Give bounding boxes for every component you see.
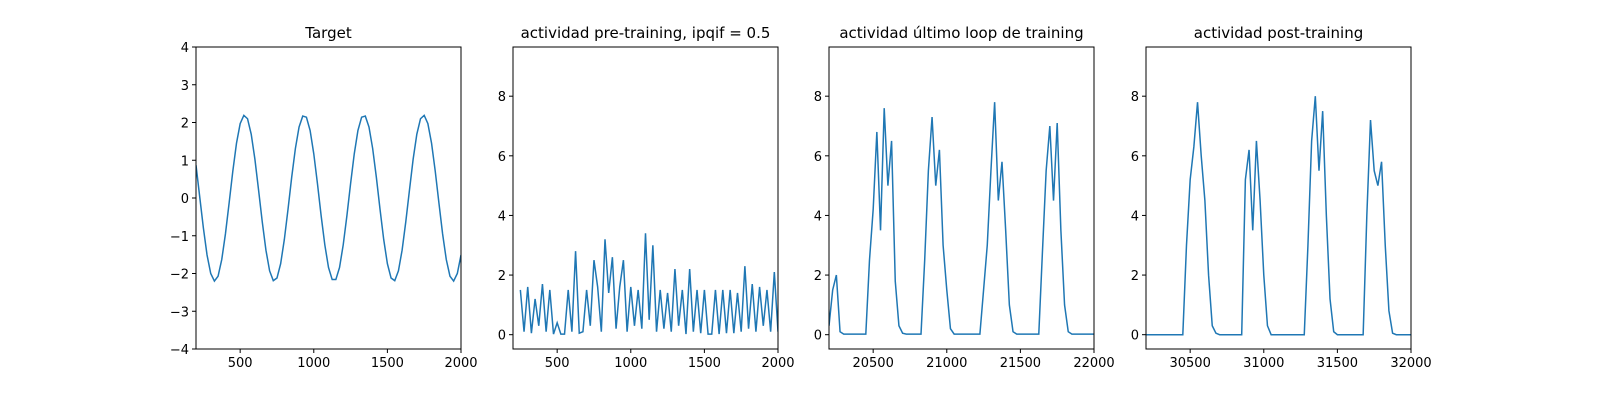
x-tick-label: 1000 [297, 356, 330, 371]
y-tick-label: 0 [814, 329, 822, 344]
y-tick-label: −2 [170, 268, 189, 283]
axes-frame [1145, 46, 1412, 350]
x-tick-label: 1500 [688, 356, 721, 371]
x-tick-label: 21500 [1000, 356, 1041, 371]
subplot: actividad pre-training, ipqif = 0.5 500 10… [498, 24, 795, 371]
y-tick-label: −1 [170, 230, 189, 245]
y-tick-label: 4 [814, 209, 822, 224]
y-tick-label: 8 [814, 90, 822, 105]
subplot-title: actividad post-training [1194, 24, 1363, 42]
y-tick-label: 0 [498, 329, 506, 344]
x-tick-label: 1000 [614, 356, 647, 371]
subplot: Target 500 1000 1500 2000 −4 −3 −2 −1 0 1 2 3 4 [170, 24, 478, 371]
x-tick-label: 2000 [444, 356, 477, 371]
x-tick-label: 20500 [852, 356, 893, 371]
x-tick-label: 2000 [761, 356, 794, 371]
x-tick-label: 31500 [1317, 356, 1358, 371]
y-tick-label: 2 [498, 269, 506, 284]
subplot: actividad último loop de training 20500 21… [814, 24, 1115, 371]
x-tick-label: 32000 [1390, 356, 1431, 371]
subplot: actividad post-training 30500 31000 31500 32… [1131, 24, 1432, 371]
y-tick-label: 6 [1131, 150, 1139, 165]
x-tick-label: 1500 [371, 356, 404, 371]
y-tick-label: 2 [181, 117, 189, 132]
y-tick-label: 8 [1131, 90, 1139, 105]
y-tick-label: 0 [1131, 329, 1139, 344]
y-tick-label: 4 [498, 209, 506, 224]
data-line [519, 233, 778, 335]
y-tick-label: 6 [498, 150, 506, 165]
axes-frame [512, 46, 779, 350]
data-line [829, 102, 1094, 335]
y-tick-label: −4 [170, 343, 189, 358]
x-tick-label: 22000 [1073, 356, 1114, 371]
x-tick-label: 30500 [1169, 356, 1210, 371]
y-tick-label: 0 [181, 192, 189, 207]
x-tick-label: 500 [545, 356, 570, 371]
subplot-title: actividad último loop de training [839, 24, 1083, 42]
x-tick-label: 500 [228, 356, 253, 371]
y-tick-label: 8 [498, 90, 506, 105]
axes-frame [828, 46, 1095, 350]
x-tick-label: 21000 [926, 356, 967, 371]
y-tick-label: 6 [814, 150, 822, 165]
y-tick-label: 1 [181, 154, 189, 169]
subplot-title: actividad pre-training, ipqif = 0.5 [521, 24, 771, 42]
data-line [196, 114, 461, 283]
data-line [1146, 96, 1411, 336]
y-tick-label: 2 [814, 269, 822, 284]
subplot-title: Target [304, 24, 352, 42]
y-tick-label: 3 [181, 79, 189, 94]
x-tick-label: 31000 [1243, 356, 1284, 371]
y-tick-label: 2 [1131, 269, 1139, 284]
axes-frame [195, 46, 462, 350]
y-tick-label: −3 [170, 305, 189, 320]
y-tick-label: 4 [1131, 209, 1139, 224]
y-tick-label: 4 [181, 41, 189, 56]
